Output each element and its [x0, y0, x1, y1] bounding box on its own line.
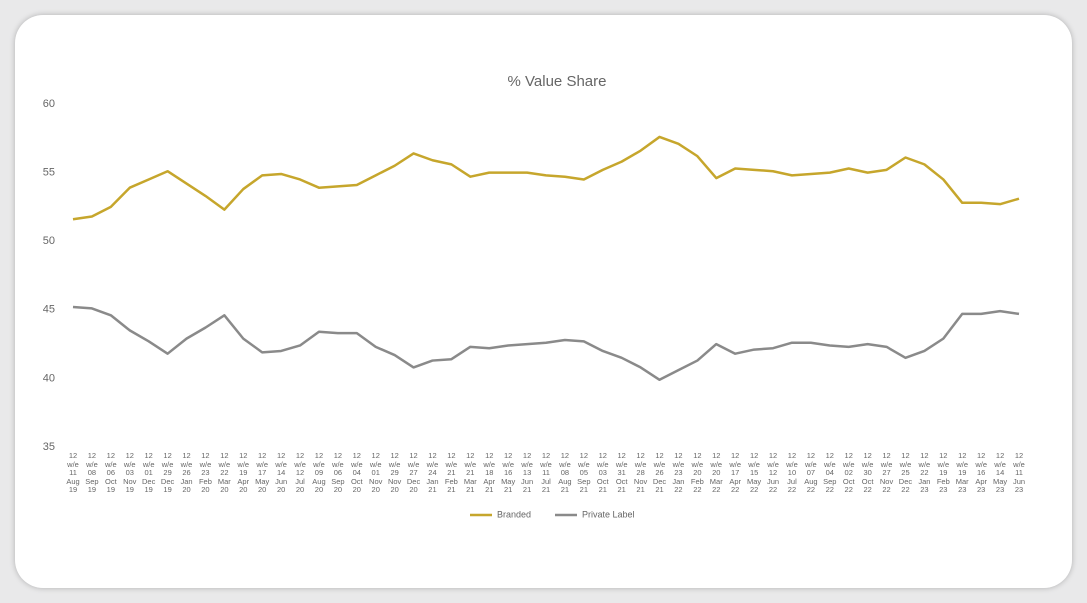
x-tick-label: 12 w/e 17 Apr 22 [729, 451, 742, 494]
x-tick-label: 12 w/e 11 Jul 21 [540, 451, 552, 494]
x-tick-label: 12 w/e 07 Aug 22 [804, 451, 818, 494]
y-tick-label: 35 [43, 441, 55, 453]
x-tick-label: 12 w/e 30 Oct 22 [861, 451, 874, 494]
x-tick-label: 12 w/e 12 Jul 20 [294, 451, 306, 494]
y-tick-label: 50 [43, 235, 55, 247]
x-tick-label: 12 w/e 15 May 22 [747, 451, 762, 494]
line-series [72, 135, 1020, 221]
x-tick-label: 12 w/e 20 Feb 22 [690, 451, 704, 494]
x-tick-label: 12 w/e 21 Mar 21 [463, 451, 477, 494]
x-tick-label: 12 w/e 10 Jul 22 [786, 451, 798, 494]
x-tick-label: 12 w/e 29 Nov 20 [387, 451, 402, 494]
x-tick-label: 12 w/e 04 Oct 20 [350, 451, 363, 494]
x-tick-label: 12 w/e 19 Feb 23 [936, 451, 950, 494]
x-tick-label: 12 w/e 14 Jun 20 [275, 451, 288, 494]
x-tick-label: 12 w/e 27 Dec 20 [406, 451, 421, 494]
chart-title: % Value Share [508, 73, 607, 90]
y-tick-label: 40 [43, 372, 55, 384]
x-tick-label: 12 w/e 03 Oct 21 [596, 451, 609, 494]
x-tick-label: 12 w/e 29 Dec 19 [160, 451, 175, 494]
x-tick-label: 12 w/e 04 Sep 22 [823, 451, 837, 494]
x-tick-label: 12 w/e 01 Dec 19 [142, 451, 156, 494]
y-tick-label: 45 [43, 304, 55, 316]
x-tick-label: 12 w/e 08 Aug 21 [558, 451, 572, 494]
x-tick-label: 12 w/e 20 Mar 22 [709, 451, 723, 494]
x-tick-label: 12 w/e 01 Nov 20 [369, 451, 383, 494]
x-tick-label: 12 w/e 06 Oct 19 [104, 451, 117, 494]
x-tick-label: 12 w/e 31 Oct 21 [615, 451, 628, 494]
x-tick-label: 12 w/e 22 Jan 23 [918, 451, 931, 494]
x-tick-label: 12 w/e 28 Nov 21 [633, 451, 648, 494]
legend-label: Branded [497, 509, 531, 519]
x-tick-label: 12 w/e 18 Apr 21 [483, 451, 496, 494]
x-tick-label: 12 w/e 14 May 23 [992, 451, 1008, 494]
x-tick-label: 12 w/e 23 Jan 22 [672, 451, 685, 494]
line-series [72, 305, 1020, 382]
x-tick-label: 12 w/e 25 Dec 22 [898, 451, 913, 494]
x-tick-label: 12 w/e 11 Aug 19 [66, 451, 80, 494]
card [15, 15, 1072, 588]
x-tick-label: 12 w/e 12 Jun 22 [766, 451, 780, 494]
x-tick-label: 12 w/e 27 Nov 22 [879, 451, 894, 494]
x-tick-label: 12 w/e 24 Jan 21 [426, 451, 439, 494]
x-tick-label: 12 w/e 13 Jun 21 [521, 451, 534, 494]
x-tick-label: 12 w/e 11 Jun 23 [1012, 451, 1026, 494]
x-tick-label: 12 w/e 26 Dec 21 [652, 451, 667, 494]
x-tick-label: 12 w/e 08 Sep 19 [85, 451, 99, 494]
x-tick-label: 12 w/e 26 Jan 20 [180, 451, 193, 494]
y-tick-label: 60 [43, 98, 55, 110]
x-tick-label: 12 w/e 17 May 20 [255, 451, 270, 494]
x-tick-label: 12 w/e 23 Feb 20 [198, 451, 212, 494]
x-tick-label: 12 w/e 09 Aug 20 [312, 451, 326, 494]
x-tick-label: 12 w/e 19 Mar 23 [955, 451, 969, 494]
x-tick-label: 12 w/e 22 Mar 20 [217, 451, 231, 494]
x-tick-label: 12 w/e 02 Oct 22 [842, 451, 855, 494]
x-tick-label: 12 w/e 16 Apr 23 [975, 451, 987, 494]
x-tick-label: 12 w/e 05 Sep 21 [577, 451, 591, 494]
y-tick-label: 55 [43, 167, 55, 179]
x-tick-label: 12 w/e 21 Feb 21 [444, 451, 458, 494]
legend-label: Private Label [582, 509, 635, 519]
x-tick-label: 12 w/e 19 Apr 20 [237, 451, 250, 494]
x-tick-label: 12 w/e 16 May 21 [501, 451, 516, 494]
x-tick-label: 12 w/e 03 Nov 19 [123, 451, 137, 494]
x-tick-label: 12 w/e 06 Sep 20 [331, 451, 345, 494]
